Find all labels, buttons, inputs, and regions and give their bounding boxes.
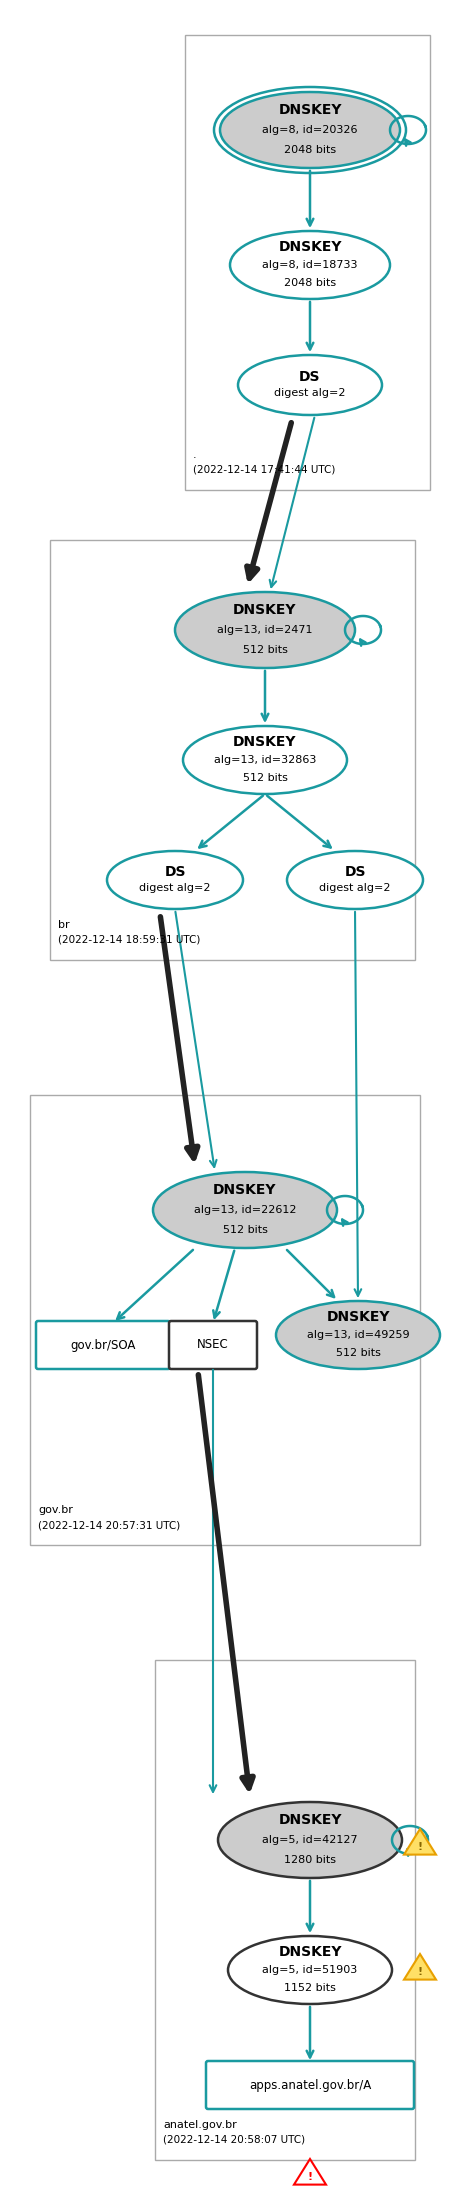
Ellipse shape <box>230 230 390 298</box>
Text: (2022-12-14 20:58:07 UTC): (2022-12-14 20:58:07 UTC) <box>163 2136 305 2145</box>
Ellipse shape <box>153 1172 337 1247</box>
Bar <box>185 35 430 491</box>
Text: DNSKEY: DNSKEY <box>278 241 342 254</box>
Text: anatel.gov.br: anatel.gov.br <box>163 2120 237 2129</box>
Text: DNSKEY: DNSKEY <box>278 1813 342 1826</box>
FancyBboxPatch shape <box>36 1320 170 1369</box>
Ellipse shape <box>276 1300 440 1369</box>
Text: DNSKEY: DNSKEY <box>233 604 297 617</box>
Text: DS: DS <box>164 865 186 880</box>
Text: DNSKEY: DNSKEY <box>278 104 342 117</box>
Ellipse shape <box>220 93 400 168</box>
Text: 1152 bits: 1152 bits <box>284 1983 336 1992</box>
Text: alg=13, id=22612: alg=13, id=22612 <box>194 1205 296 1216</box>
Bar <box>155 1660 415 2160</box>
Text: gov.br/SOA: gov.br/SOA <box>70 1338 136 1351</box>
Text: 2048 bits: 2048 bits <box>284 279 336 287</box>
Polygon shape <box>404 1955 436 1979</box>
Text: apps.anatel.gov.br/A: apps.anatel.gov.br/A <box>249 2078 371 2092</box>
Ellipse shape <box>228 1937 392 2003</box>
Text: DS: DS <box>344 865 366 880</box>
Text: 512 bits: 512 bits <box>242 772 288 783</box>
Text: 2048 bits: 2048 bits <box>284 144 336 155</box>
Text: alg=5, id=42127: alg=5, id=42127 <box>262 1835 358 1844</box>
Text: DNSKEY: DNSKEY <box>278 1946 342 1959</box>
Text: .: . <box>193 451 197 460</box>
Text: digest alg=2: digest alg=2 <box>319 882 391 893</box>
Text: 512 bits: 512 bits <box>222 1225 267 1234</box>
Polygon shape <box>404 1828 436 1855</box>
Text: alg=5, id=51903: alg=5, id=51903 <box>262 1966 357 1974</box>
Text: DNSKEY: DNSKEY <box>233 736 297 750</box>
Text: alg=8, id=20326: alg=8, id=20326 <box>262 126 358 135</box>
Bar <box>50 539 415 960</box>
Ellipse shape <box>107 851 243 909</box>
Ellipse shape <box>218 1802 402 1877</box>
Ellipse shape <box>287 851 423 909</box>
Text: !: ! <box>417 1842 423 1853</box>
Text: alg=13, id=2471: alg=13, id=2471 <box>217 626 313 635</box>
Text: 512 bits: 512 bits <box>242 646 288 654</box>
Text: !: ! <box>417 1968 423 1977</box>
Text: digest alg=2: digest alg=2 <box>139 882 211 893</box>
Bar <box>30 1094 420 1545</box>
Ellipse shape <box>183 725 347 794</box>
Text: (2022-12-14 20:57:31 UTC): (2022-12-14 20:57:31 UTC) <box>38 1519 180 1530</box>
Text: (2022-12-14 18:59:31 UTC): (2022-12-14 18:59:31 UTC) <box>58 935 200 944</box>
Text: br: br <box>58 920 70 931</box>
Text: alg=8, id=18733: alg=8, id=18733 <box>262 261 358 270</box>
Text: 1280 bits: 1280 bits <box>284 1855 336 1864</box>
Text: NSEC: NSEC <box>197 1338 229 1351</box>
Text: (2022-12-14 17:41:44 UTC): (2022-12-14 17:41:44 UTC) <box>193 464 335 475</box>
Text: 512 bits: 512 bits <box>336 1349 381 1358</box>
Text: alg=13, id=49259: alg=13, id=49259 <box>307 1331 410 1340</box>
Text: DNSKEY: DNSKEY <box>326 1311 390 1324</box>
Text: digest alg=2: digest alg=2 <box>274 387 346 398</box>
Text: !: ! <box>308 2171 313 2182</box>
Text: DNSKEY: DNSKEY <box>213 1183 277 1196</box>
Text: DS: DS <box>299 369 321 385</box>
Ellipse shape <box>238 356 382 416</box>
Polygon shape <box>294 2158 326 2184</box>
Ellipse shape <box>175 593 355 668</box>
Text: alg=13, id=32863: alg=13, id=32863 <box>214 754 316 765</box>
Text: gov.br: gov.br <box>38 1506 73 1515</box>
FancyBboxPatch shape <box>206 2061 414 2109</box>
FancyBboxPatch shape <box>169 1320 257 1369</box>
